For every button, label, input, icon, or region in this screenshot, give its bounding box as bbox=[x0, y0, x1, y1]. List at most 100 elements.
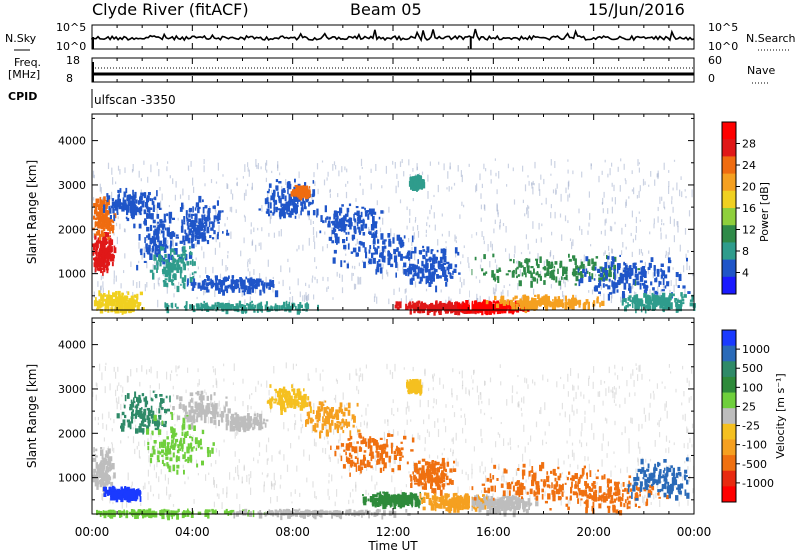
heatmap-cell bbox=[661, 219, 663, 223]
heatmap-cell bbox=[152, 219, 156, 224]
heatmap-cell bbox=[195, 257, 197, 261]
heatmap-cell bbox=[445, 426, 447, 433]
heatmap-cell bbox=[571, 449, 574, 457]
heatmap-cell bbox=[516, 266, 519, 270]
heatmap-cell bbox=[399, 459, 401, 465]
heatmap-cell bbox=[166, 270, 169, 275]
heatmap-cell bbox=[622, 269, 626, 273]
heatmap-cell bbox=[293, 186, 296, 190]
heatmap-cell bbox=[563, 460, 565, 465]
heatmap-cell bbox=[564, 281, 566, 288]
heatmap-cell bbox=[598, 391, 601, 397]
heatmap-cell bbox=[120, 414, 122, 420]
heatmap-cell bbox=[644, 494, 646, 498]
heatmap-cell bbox=[564, 301, 568, 305]
heatmap-cell bbox=[316, 231, 318, 238]
heatmap-cell bbox=[440, 263, 444, 268]
heatmap-cell bbox=[97, 255, 101, 258]
heatmap-cell bbox=[505, 480, 507, 485]
heatmap-cell bbox=[666, 410, 668, 419]
heatmap-cell bbox=[173, 412, 175, 416]
heatmap-cell bbox=[491, 243, 493, 251]
heatmap-cell bbox=[123, 300, 126, 308]
heatmap-cell bbox=[374, 221, 378, 224]
heatmap-cell bbox=[537, 253, 539, 260]
heatmap-cell bbox=[232, 280, 235, 283]
heatmap-cell bbox=[686, 377, 688, 383]
heatmap-cell bbox=[452, 306, 456, 312]
heatmap-cell bbox=[149, 463, 151, 467]
heatmap-cell bbox=[275, 179, 279, 183]
heatmap-cell bbox=[136, 304, 140, 311]
heatmap-cell bbox=[338, 228, 342, 232]
heatmap-cell bbox=[289, 210, 293, 215]
heatmap-cell bbox=[468, 389, 470, 395]
heatmap-cell bbox=[342, 239, 346, 244]
heatmap-cell bbox=[298, 245, 300, 250]
heatmap-cell bbox=[621, 227, 623, 235]
heatmap-cell bbox=[551, 275, 554, 280]
heatmap-cell bbox=[322, 369, 324, 372]
heatmap-cell bbox=[389, 369, 391, 375]
heatmap-cell bbox=[312, 180, 315, 184]
heatmap-cell bbox=[689, 437, 691, 443]
heatmap-cell bbox=[670, 371, 672, 374]
heatmap-cell bbox=[117, 189, 120, 193]
heatmap-cell bbox=[241, 307, 244, 314]
heatmap-cell bbox=[430, 249, 433, 255]
heatmap-cell bbox=[236, 493, 238, 499]
heatmap-cell bbox=[490, 179, 492, 184]
heatmap-cell bbox=[183, 249, 187, 253]
heatmap-cell bbox=[470, 306, 474, 310]
heatmap-cell bbox=[509, 283, 511, 287]
heatmap-cell bbox=[367, 492, 370, 496]
heatmap-cell bbox=[312, 210, 316, 216]
heatmap-cell bbox=[428, 431, 430, 438]
heatmap-cell bbox=[170, 303, 173, 308]
heatmap-cell bbox=[629, 274, 632, 279]
heatmap-cell bbox=[657, 216, 659, 223]
heatmap-cell bbox=[503, 438, 505, 446]
heatmap-cell bbox=[200, 302, 203, 309]
heatmap-cell bbox=[140, 206, 142, 209]
heatmap-cell bbox=[229, 472, 231, 480]
heatmap-cell bbox=[661, 303, 665, 307]
heatmap-cell bbox=[494, 288, 496, 294]
heatmap-cell bbox=[306, 477, 308, 483]
heatmap-cell bbox=[302, 192, 305, 199]
heatmap-cell bbox=[267, 473, 269, 477]
heatmap-cell bbox=[111, 442, 113, 445]
heatmap-cell bbox=[626, 274, 630, 278]
heatmap-cell bbox=[156, 231, 160, 238]
heatmap-cell bbox=[395, 185, 397, 194]
heatmap-cell bbox=[170, 249, 172, 256]
heatmap-cell bbox=[143, 160, 145, 165]
heatmap-cell bbox=[102, 281, 104, 288]
heatmap-cell bbox=[453, 182, 456, 186]
heatmap-cell bbox=[194, 230, 198, 235]
heatmap-cell bbox=[553, 304, 557, 308]
heatmap-cell bbox=[523, 294, 527, 298]
heatmap-cell bbox=[506, 489, 508, 498]
heatmap-cell bbox=[405, 407, 407, 415]
heatmap-cell bbox=[115, 206, 118, 211]
heatmap-cell bbox=[557, 296, 560, 302]
heatmap-cell bbox=[663, 299, 666, 304]
heatmap-cell bbox=[199, 275, 201, 278]
heatmap-cell bbox=[97, 225, 101, 229]
heatmap-cell bbox=[206, 276, 210, 281]
heatmap-cell bbox=[614, 197, 616, 205]
heatmap-cell bbox=[629, 504, 631, 507]
heatmap-cell bbox=[210, 399, 212, 407]
heatmap-cell bbox=[412, 274, 415, 278]
heatmap-cell bbox=[103, 447, 105, 450]
heatmap-cell bbox=[227, 254, 229, 259]
heatmap-cell bbox=[624, 397, 626, 404]
heatmap-cell bbox=[659, 293, 661, 300]
heatmap-cell bbox=[279, 199, 282, 204]
heatmap-cell bbox=[333, 249, 337, 254]
heatmap-cell bbox=[150, 433, 152, 440]
heatmap-cell bbox=[476, 385, 478, 393]
heatmap-cell bbox=[394, 162, 396, 169]
heatmap-cell bbox=[576, 300, 579, 305]
